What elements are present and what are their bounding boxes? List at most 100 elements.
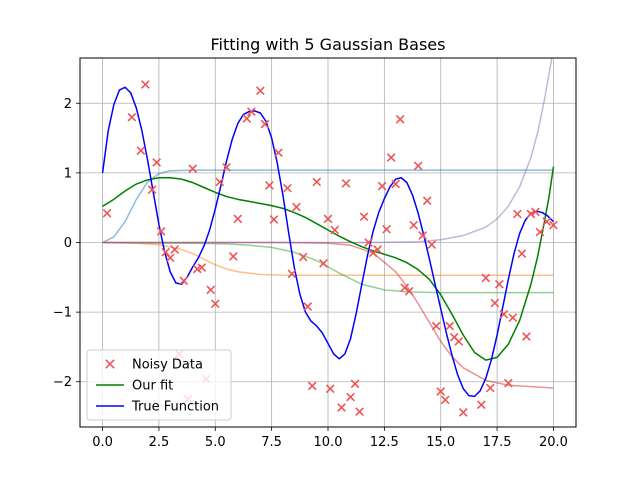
data-point [436,387,446,396]
data-point [458,408,468,417]
data-point-stroke [215,177,225,187]
data-point [391,179,401,189]
data-point [228,252,238,261]
data-point [179,276,189,286]
data-point [141,80,150,89]
data-point [152,158,162,167]
data-point-stroke [535,227,545,237]
data-point [476,400,486,410]
data-point-stroke [210,299,220,309]
y-axis: −2 −1 0 1 2 [53,97,80,390]
x-tick-label: 20.0 [539,435,568,450]
data-point [382,224,391,234]
data-point-stroke [222,162,231,172]
data-point [494,279,504,289]
y-tick-label: 1 [64,166,72,181]
data-point-stroke [431,321,441,331]
data-point-stroke [409,220,419,230]
data-point-stroke [531,207,540,217]
data-point-stroke [206,285,216,295]
data-point [481,273,491,283]
data-point-stroke [242,114,252,123]
data-point-stroke [481,273,491,283]
data-point-stroke [404,286,414,296]
data-point [359,212,369,222]
data-point [431,321,441,331]
data-point-stroke [179,276,189,286]
data-point [287,269,297,279]
data-point-stroke [330,225,340,235]
data-point [355,407,364,417]
data-point-stroke [346,392,355,402]
data-point-stroke [355,407,364,417]
data-point [303,302,313,311]
data-point [206,285,216,295]
legend-box [86,349,232,421]
legend-label: True Function [131,400,219,415]
data-point-stroke [265,181,274,190]
data-point-stroke [325,384,335,394]
data-point-stroke [188,164,198,174]
data-point [330,225,340,235]
data-point-stroke [400,283,410,293]
data-point [418,231,428,240]
data-point-stroke [542,217,552,226]
x-axis: 0.0 2.5 5.0 7.5 10.0 12.5 15.0 17.5 20.0 [92,427,568,450]
data-point [165,253,175,263]
data-point-stroke [508,313,518,323]
data-point [246,107,256,116]
data-point [307,381,317,391]
data-point-stroke [517,249,527,259]
data-point [274,148,283,158]
data-point-stroke [522,332,531,341]
data-point-stroke [449,332,459,342]
data-point [409,220,419,230]
data-point [242,114,252,123]
basis-line [102,169,554,244]
true-function-line [101,86,554,398]
y-tick-label: 2 [64,97,72,112]
data-point-stroke [170,245,180,254]
data-point-stroke [427,240,437,249]
data-point [364,238,373,247]
legend-label: Our fit [132,379,173,394]
data-point-stroke [337,403,346,412]
data-point [404,286,414,296]
data-point-stroke [485,383,495,393]
data-point-stroke [197,263,207,272]
data-point-stroke [391,179,401,189]
data-point-stroke [161,247,171,257]
data-point [526,209,536,219]
data-point-stroke [499,309,509,319]
data-point [531,207,540,217]
y-tick-label: −1 [53,306,72,321]
data-point [549,220,558,230]
data-point [346,392,355,402]
data-point [373,245,382,254]
data-point [319,259,328,268]
data-point-stroke [312,177,322,187]
data-point [413,161,423,171]
data-point [215,177,225,187]
data-point [269,215,279,224]
data-point-stroke [319,259,328,268]
data-point [312,177,322,187]
data-point-stroke [141,80,150,89]
data-point [222,162,231,172]
data-point-stroke [382,224,391,234]
x-tick-label: 17.5 [483,435,512,450]
data-point [485,383,495,393]
data-point-stroke [364,238,373,247]
data-point [255,86,265,96]
data-point-stroke [377,181,387,191]
data-point-stroke [503,378,513,388]
data-point-stroke [165,253,175,263]
data-point-stroke [102,208,112,218]
data-point [445,321,455,331]
legend: Noisy Data Our fit True Function [86,349,232,421]
data-point-stroke [136,146,146,155]
x-tick-label: 5.0 [205,435,226,450]
data-point [170,245,180,254]
data-point [517,249,527,259]
